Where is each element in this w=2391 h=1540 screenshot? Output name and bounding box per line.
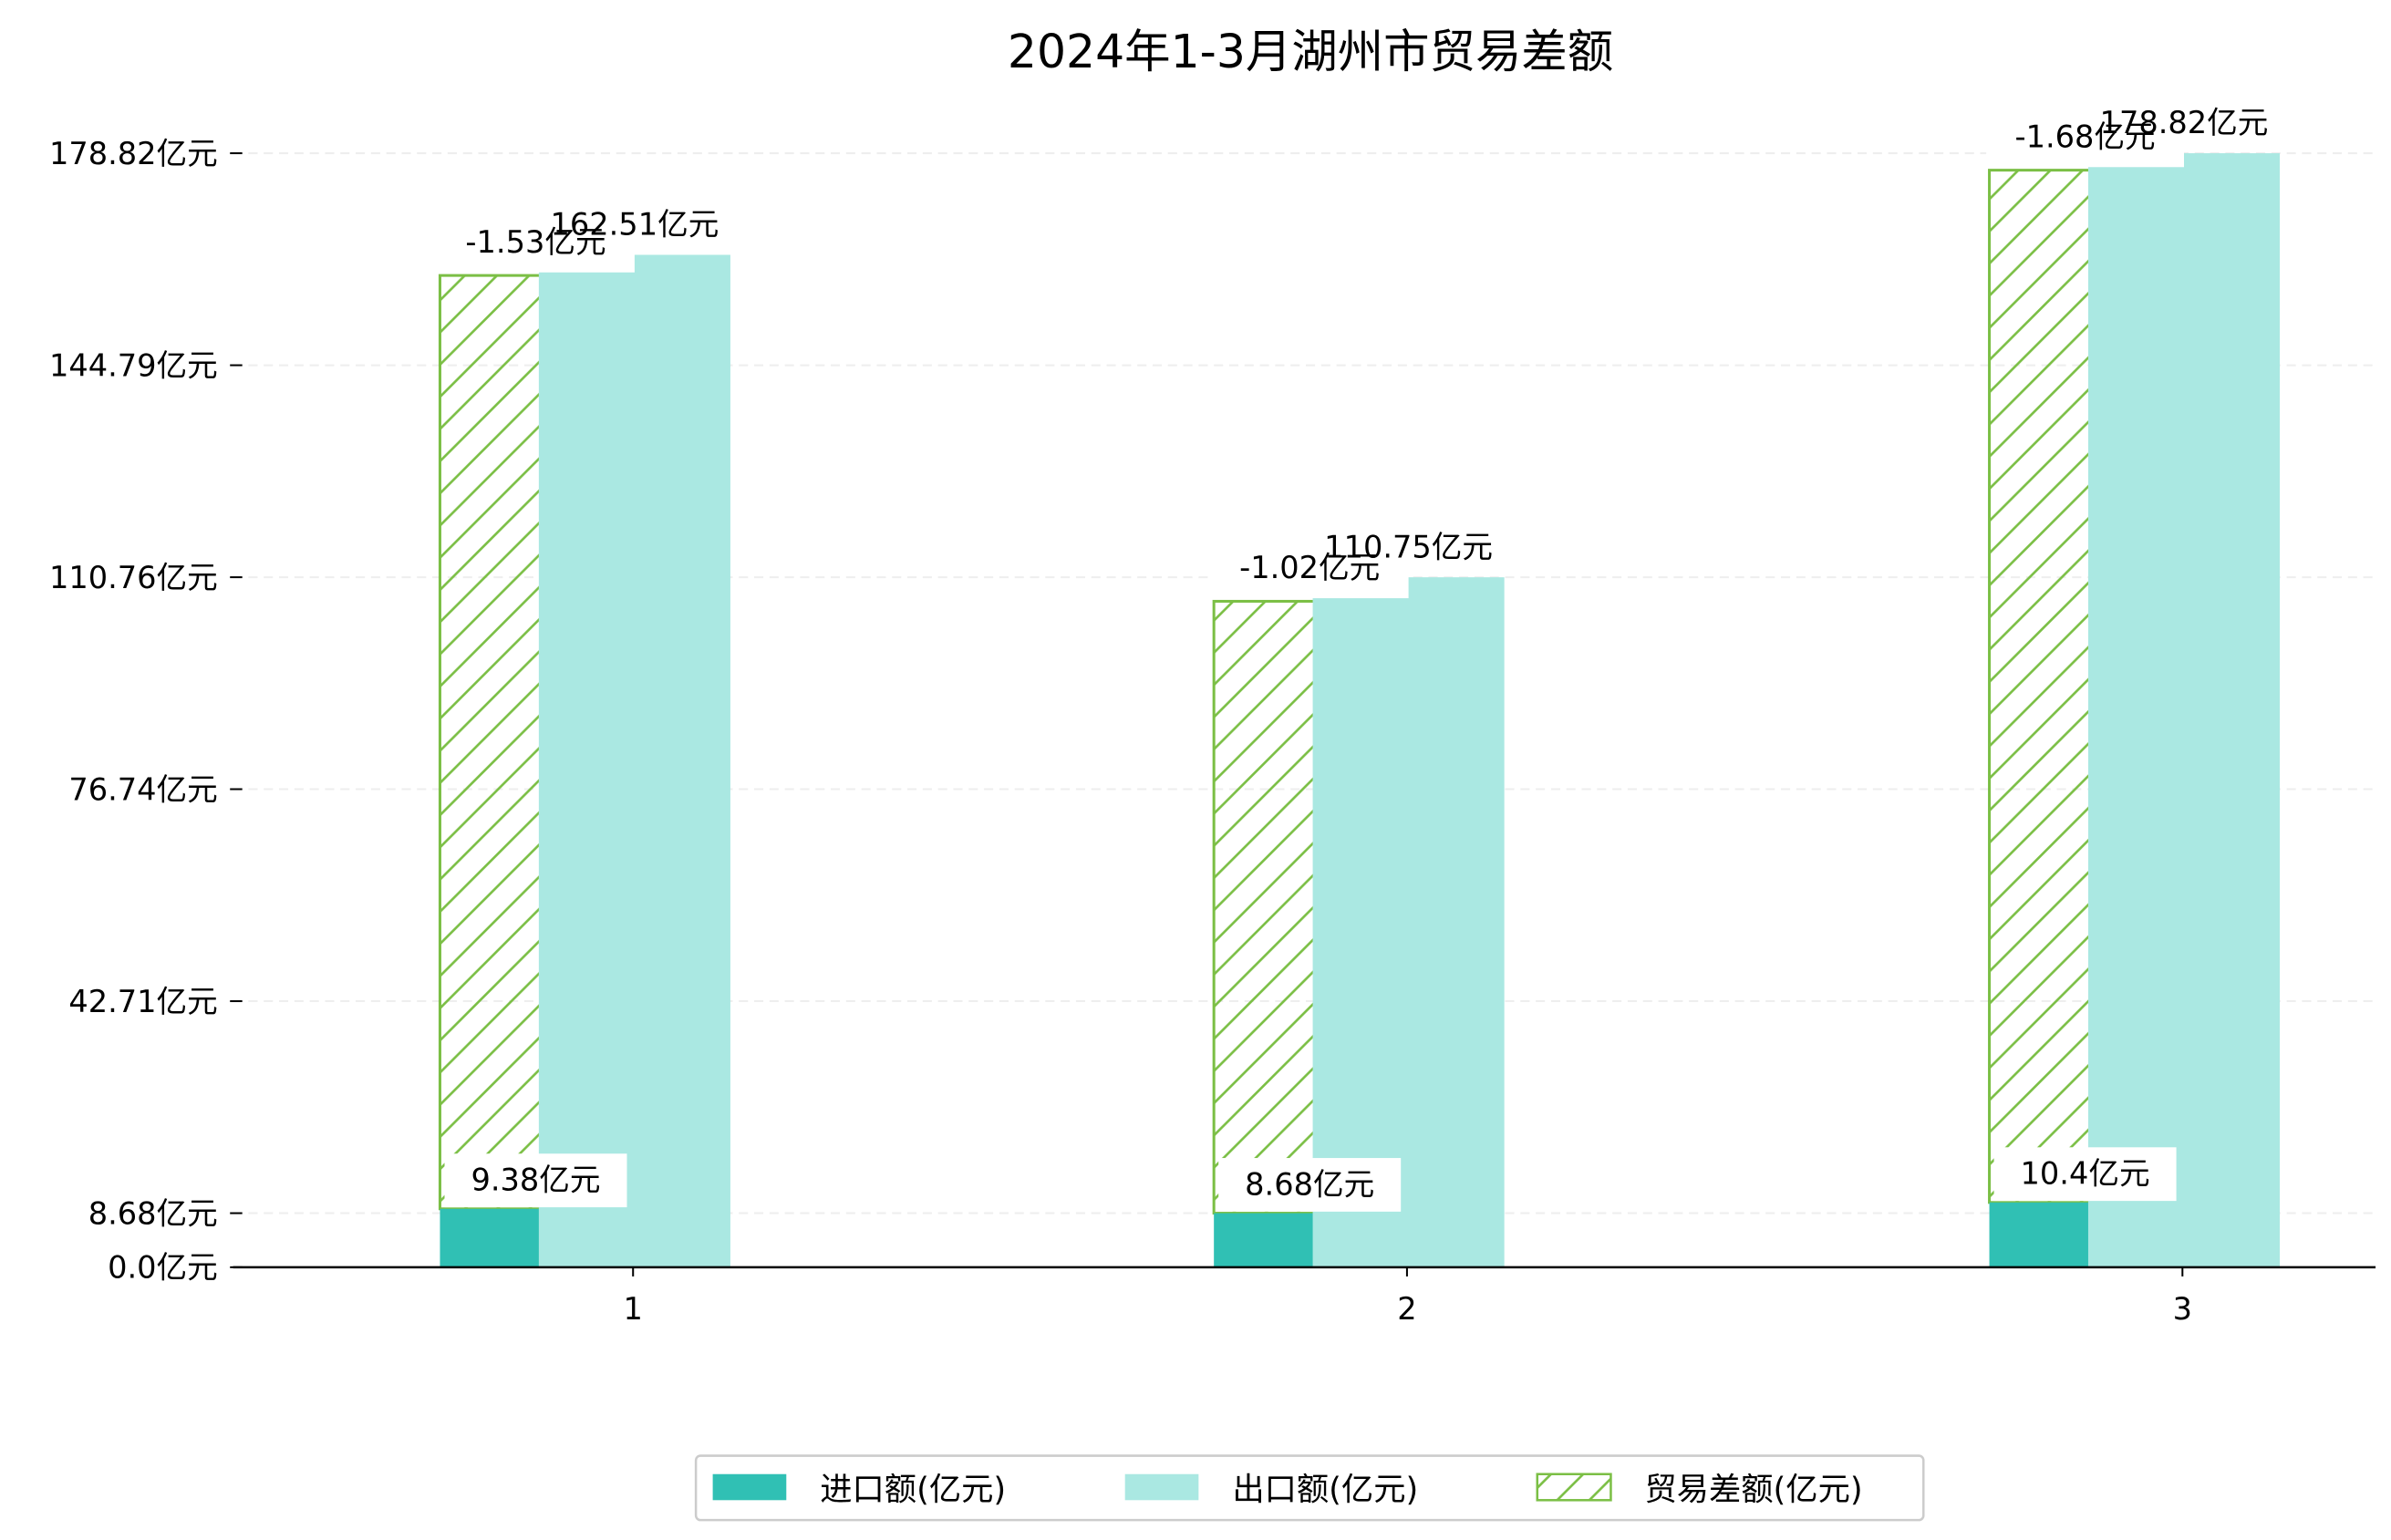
balance-value-label: -1.68亿元 bbox=[2014, 119, 2155, 154]
import-label-bg bbox=[1993, 1147, 2177, 1202]
x-tick-label: 2 bbox=[1397, 1291, 1416, 1327]
import-value-label: 8.68亿元 bbox=[1245, 1166, 1374, 1202]
y-tick-label: 110.76亿元 bbox=[49, 560, 218, 595]
legend-label-balance: 贸易差额(亿元) bbox=[1644, 1471, 1862, 1508]
y-tick-label: 144.79亿元 bbox=[49, 347, 218, 383]
legend-swatch-export bbox=[1124, 1473, 1199, 1501]
legend-label-export: 出口额(亿元) bbox=[1232, 1471, 1418, 1508]
legend-swatch-import bbox=[712, 1473, 787, 1501]
y-tick-label: 178.82亿元 bbox=[49, 136, 218, 171]
balance-value-label: -1.02亿元 bbox=[1239, 550, 1380, 585]
import-value-label: 10.4亿元 bbox=[2021, 1156, 2150, 1192]
x-tick-label: 1 bbox=[624, 1291, 643, 1327]
balance-label-bg bbox=[1210, 549, 1409, 599]
chart-title: 2024年1-3月湖州市贸易差额 bbox=[1008, 25, 1613, 78]
export-value-label: 110.75亿元 bbox=[1324, 529, 1493, 564]
x-tick-label: 3 bbox=[2173, 1291, 2192, 1327]
export-value-label: 178.82亿元 bbox=[2100, 105, 2269, 140]
legend-swatch-balance bbox=[1536, 1473, 1612, 1502]
y-tick-label: 0.0亿元 bbox=[108, 1250, 218, 1286]
export-bar bbox=[538, 254, 730, 1267]
import-value-label: 9.38亿元 bbox=[471, 1163, 600, 1198]
y-tick-label: 76.74亿元 bbox=[68, 771, 217, 807]
y-tick-label: 8.68亿元 bbox=[88, 1195, 218, 1231]
export-value-label: 162.51亿元 bbox=[550, 207, 719, 243]
balance-label-bg bbox=[437, 222, 635, 273]
balance-value-label: -1.53亿元 bbox=[465, 224, 606, 260]
legend-label-import: 进口额(亿元) bbox=[820, 1471, 1006, 1508]
import-label-bg bbox=[444, 1153, 627, 1208]
legend: 进口额(亿元) 出口额(亿元) 贸易差额(亿元) bbox=[694, 1454, 1925, 1522]
balance-label-bg bbox=[1986, 118, 2184, 168]
export-bar bbox=[2087, 153, 2281, 1267]
y-tick-label: 42.71亿元 bbox=[68, 984, 217, 1019]
import-label-bg bbox=[1218, 1158, 1402, 1212]
export-bar bbox=[1312, 577, 1505, 1267]
